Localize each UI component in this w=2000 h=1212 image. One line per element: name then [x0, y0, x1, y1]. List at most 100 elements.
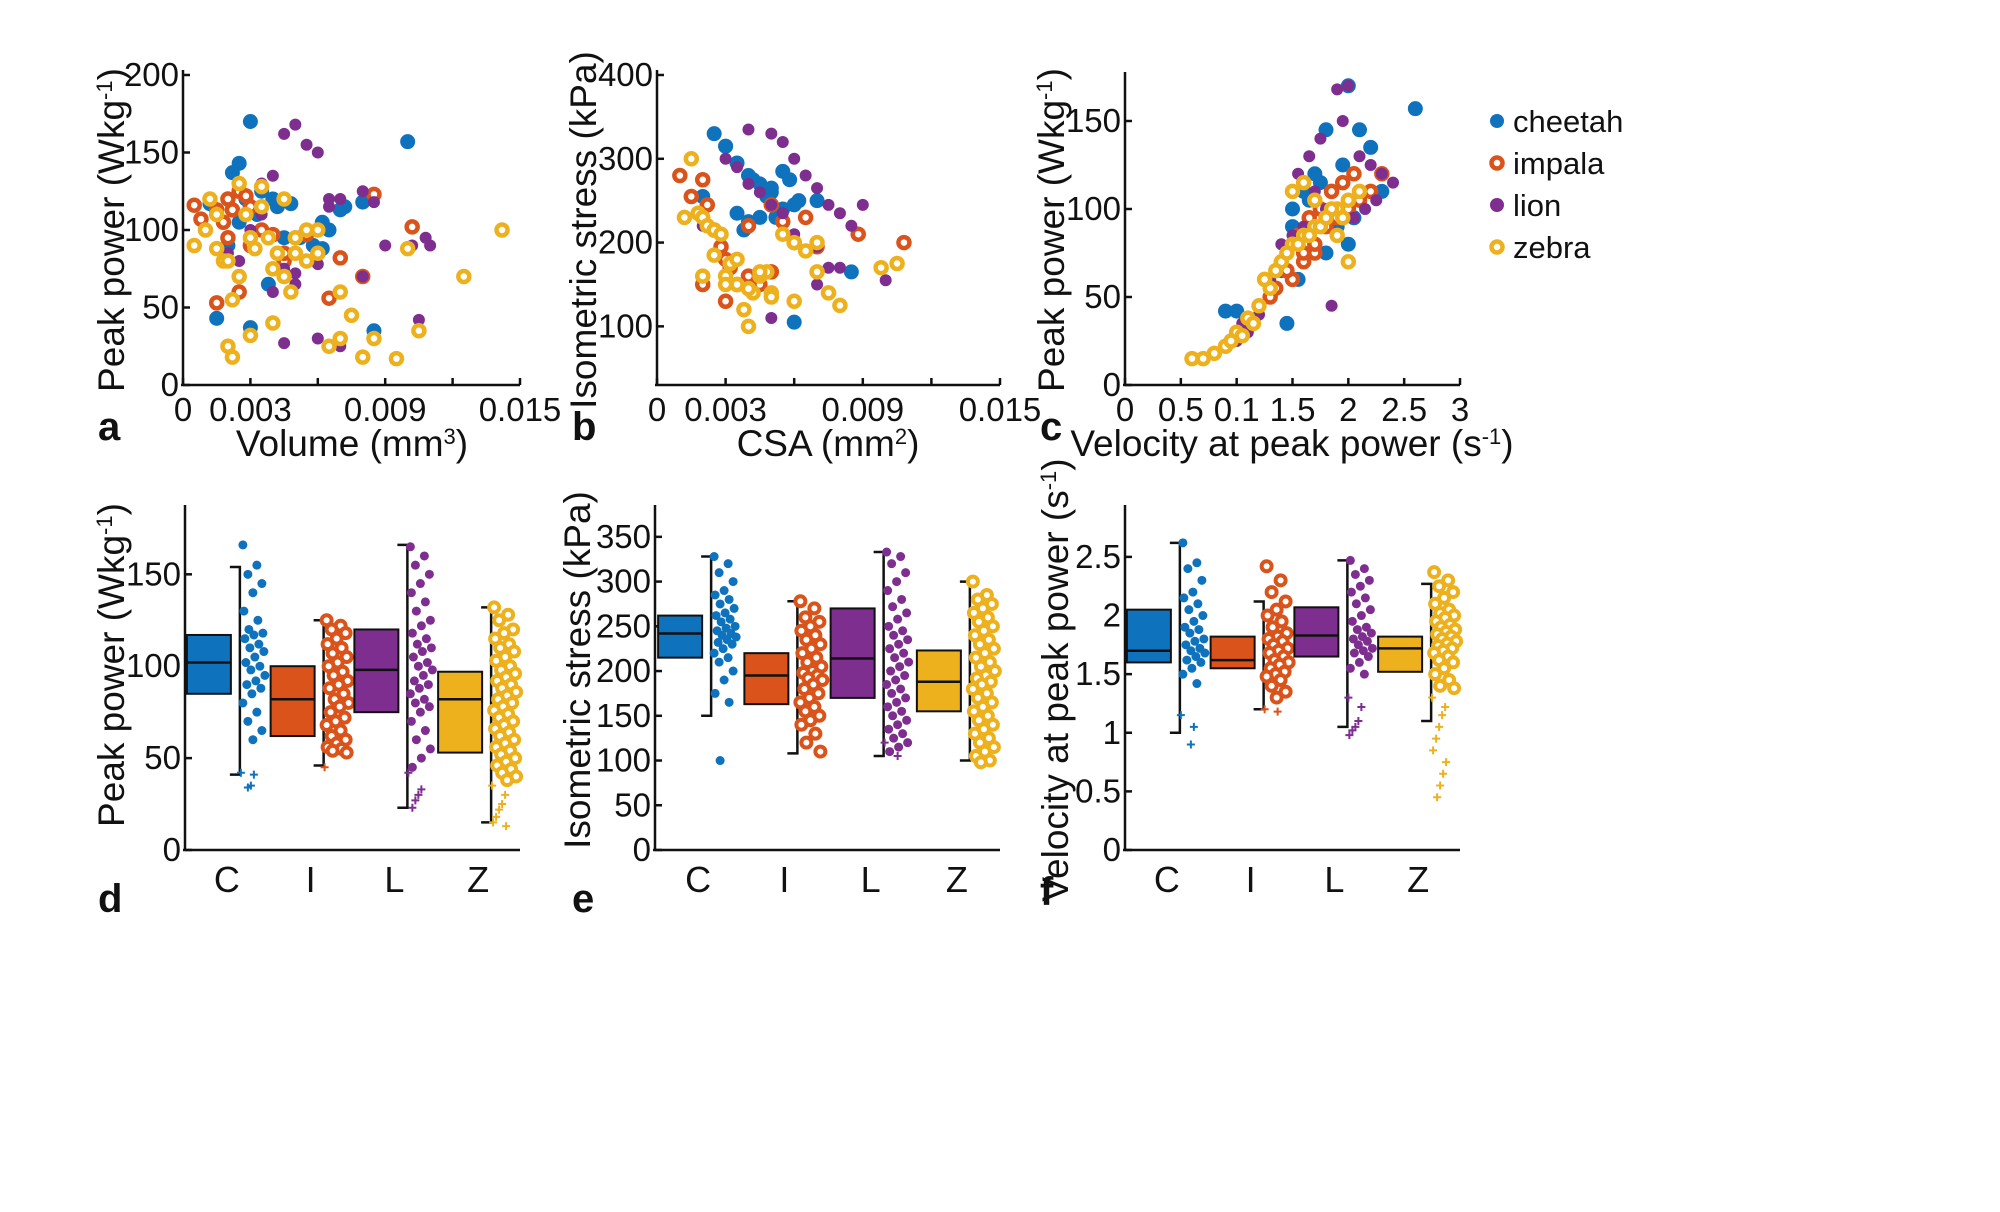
- y-tick-label: 2.5: [1075, 538, 1121, 575]
- point-zebra: [388, 350, 405, 367]
- outlier-lion: [408, 803, 417, 812]
- point-lion: [1359, 203, 1372, 215]
- outlier-cheetah: [236, 768, 245, 777]
- point-zebra: [287, 245, 304, 261]
- point-lion: [407, 628, 417, 638]
- point-lion: [811, 182, 824, 195]
- point-zebra: [411, 323, 427, 339]
- point-lion: [833, 207, 846, 220]
- point-impala: [208, 295, 225, 311]
- point-impala: [699, 197, 716, 213]
- axis-label-text: Velocity at peak power (s: [1070, 423, 1481, 464]
- point-zebra: [1340, 254, 1357, 270]
- point-cheetah: [245, 643, 255, 653]
- whisker: [1337, 559, 1349, 729]
- point-zebra: [298, 253, 315, 269]
- point-lion: [423, 680, 433, 690]
- point-lion: [900, 671, 910, 681]
- point-lion: [300, 138, 313, 151]
- point-cheetah: [715, 599, 725, 609]
- point-cheetah: [723, 653, 733, 663]
- point-zebra: [1318, 210, 1334, 226]
- outlier-zebra: [498, 800, 507, 809]
- point-zebra: [253, 178, 270, 195]
- point-zebra: [1251, 298, 1267, 314]
- point-zebra: [694, 268, 711, 284]
- point-zebra: [1295, 174, 1312, 191]
- point-lion: [1351, 599, 1361, 609]
- point-lion: [742, 123, 755, 136]
- point-zebra: [873, 259, 889, 276]
- point-lion: [412, 313, 425, 326]
- point-zebra: [208, 240, 225, 257]
- point-impala: [186, 197, 202, 213]
- point-lion: [1354, 657, 1364, 667]
- point-cheetah: [710, 688, 720, 698]
- point-zebra: [456, 268, 472, 285]
- point-lion: [1358, 646, 1368, 656]
- y-tick-label: 300: [598, 140, 653, 177]
- point-cheetah: [209, 310, 225, 326]
- point-zebra: [265, 315, 281, 331]
- point-lion: [1359, 669, 1369, 679]
- point-lion: [1364, 575, 1374, 585]
- point-lion: [356, 185, 369, 198]
- x-tick-label: 0: [648, 391, 666, 428]
- box-zebra: [915, 574, 1002, 770]
- point-cheetah: [709, 648, 719, 658]
- axis-label-text: Isometric stress (kPa): [563, 51, 604, 409]
- point-lion: [883, 702, 893, 712]
- point-cheetah: [257, 579, 267, 589]
- outlier-impala: [1273, 707, 1282, 716]
- point-cheetah: [1197, 575, 1207, 585]
- point-lion: [1352, 625, 1362, 635]
- whisker: [1169, 541, 1182, 735]
- point-lion: [418, 670, 428, 680]
- point-lion: [887, 559, 897, 569]
- point-zebra: [242, 327, 259, 344]
- point-cheetah: [1192, 679, 1202, 689]
- point-lion: [1387, 176, 1399, 189]
- outlier-cheetah: [243, 783, 252, 792]
- point-lion: [1364, 159, 1377, 171]
- point-impala: [717, 293, 734, 309]
- y-axis-label: Peak power (Wkg-1): [1031, 68, 1072, 392]
- point-zebra: [1433, 678, 1448, 693]
- point-lion: [405, 689, 415, 699]
- point-lion: [892, 577, 902, 587]
- point-cheetah: [1179, 593, 1189, 603]
- box-lion: [829, 547, 914, 761]
- legend-marker-impala: [1489, 155, 1505, 171]
- x-tick-label: 0.015: [959, 391, 1042, 428]
- point-impala: [740, 218, 757, 234]
- point-cheetah: [1178, 669, 1188, 679]
- point-lion: [425, 744, 435, 754]
- y-axis-label: Isometric stress (kPa): [557, 491, 598, 849]
- point-zebra: [797, 243, 814, 259]
- legend-label-impala: impala: [1513, 146, 1605, 181]
- outlier-zebra: [1442, 758, 1451, 767]
- box-iqr: [829, 607, 876, 699]
- panel-letter: c: [1040, 405, 1062, 449]
- point-lion: [788, 152, 801, 165]
- point-lion: [411, 606, 421, 616]
- point-cheetah: [1196, 657, 1206, 667]
- point-lion: [889, 733, 899, 743]
- point-lion: [1360, 593, 1370, 603]
- axis-label-text: Volume (mm: [236, 423, 444, 464]
- point-lion: [895, 662, 905, 672]
- point-zebra: [238, 206, 254, 223]
- point-impala: [896, 234, 912, 251]
- y-axis-label: Isometric stress (kPa): [563, 51, 604, 409]
- whisker: [959, 580, 972, 762]
- point-lion: [1303, 150, 1316, 163]
- point-lion: [888, 602, 898, 612]
- x-tick-label: 0.5: [1158, 391, 1204, 428]
- y-tick-label: 1.5: [1075, 655, 1121, 692]
- point-cheetah: [255, 661, 265, 671]
- point-lion: [415, 579, 425, 589]
- point-zebra: [231, 175, 247, 192]
- point-impala: [807, 601, 822, 616]
- point-cheetah: [247, 689, 257, 699]
